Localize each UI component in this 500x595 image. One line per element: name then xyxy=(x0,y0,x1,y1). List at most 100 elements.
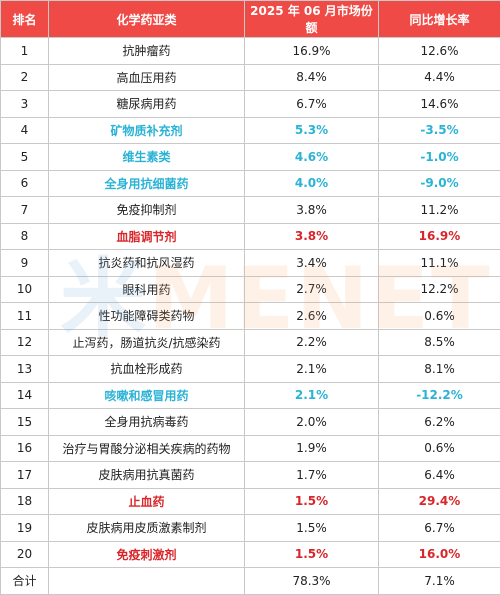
total-share: 78.3% xyxy=(245,568,379,595)
drug-subclass-cell: 糖尿病用药 xyxy=(49,91,245,118)
rank-cell: 17 xyxy=(1,462,49,489)
yoy-growth-cell: 11.2% xyxy=(379,197,500,224)
rank-cell: 15 xyxy=(1,409,49,436)
yoy-growth-cell: -1.0% xyxy=(379,144,500,171)
yoy-growth-cell: 6.2% xyxy=(379,409,500,436)
drug-subclass-cell: 皮肤病用皮质激素制剂 xyxy=(49,515,245,542)
drug-subclass-cell: 维生素类 xyxy=(49,144,245,171)
yoy-growth-cell: -9.0% xyxy=(379,170,500,197)
yoy-growth-cell: 0.6% xyxy=(379,303,500,330)
drug-subclass-cell: 矿物质补充剂 xyxy=(49,117,245,144)
market-share-cell: 2.7% xyxy=(245,276,379,303)
drug-subclass-cell: 性功能障碍类药物 xyxy=(49,303,245,330)
header-market-share: 2025 年 06 月市场份额 xyxy=(245,1,379,38)
rank-cell: 9 xyxy=(1,250,49,277)
rank-cell: 2 xyxy=(1,64,49,91)
market-share-cell: 2.2% xyxy=(245,329,379,356)
yoy-growth-cell: 16.9% xyxy=(379,223,500,250)
market-share-cell: 2.1% xyxy=(245,356,379,383)
rank-cell: 6 xyxy=(1,170,49,197)
rank-cell: 16 xyxy=(1,435,49,462)
market-share-cell: 1.9% xyxy=(245,435,379,462)
rank-cell: 8 xyxy=(1,223,49,250)
market-share-cell: 2.6% xyxy=(245,303,379,330)
market-share-cell: 2.0% xyxy=(245,409,379,436)
drug-subclass-cell: 免疫抑制剂 xyxy=(49,197,245,224)
yoy-growth-cell: 11.1% xyxy=(379,250,500,277)
drug-subclass-cell: 血脂调节剂 xyxy=(49,223,245,250)
drug-subclass-cell: 止血药 xyxy=(49,488,245,515)
yoy-growth-cell: 6.7% xyxy=(379,515,500,542)
yoy-growth-cell: 12.2% xyxy=(379,276,500,303)
market-share-cell: 5.3% xyxy=(245,117,379,144)
drug-subclass-cell: 抗肿瘤药 xyxy=(49,38,245,65)
rank-cell: 3 xyxy=(1,91,49,118)
rank-cell: 13 xyxy=(1,356,49,383)
rank-cell: 4 xyxy=(1,117,49,144)
drug-subclass-cell: 止泻药，肠道抗炎/抗感染药 xyxy=(49,329,245,356)
market-share-cell: 4.0% xyxy=(245,170,379,197)
rank-cell: 20 xyxy=(1,541,49,568)
market-share-cell: 2.1% xyxy=(245,382,379,409)
yoy-growth-cell: 12.6% xyxy=(379,38,500,65)
drug-subclass-cell: 高血压用药 xyxy=(49,64,245,91)
drug-subclass-cell: 全身用抗病毒药 xyxy=(49,409,245,436)
yoy-growth-cell: 14.6% xyxy=(379,91,500,118)
drug-subclass-cell: 治疗与胃酸分泌相关疾病的药物 xyxy=(49,435,245,462)
rank-cell: 11 xyxy=(1,303,49,330)
market-share-cell: 16.9% xyxy=(245,38,379,65)
yoy-growth-cell: -3.5% xyxy=(379,117,500,144)
rank-cell: 19 xyxy=(1,515,49,542)
total-growth: 7.1% xyxy=(379,568,500,595)
market-share-cell: 3.4% xyxy=(245,250,379,277)
total-row: 合计 78.3% 7.1% xyxy=(1,568,500,595)
total-empty-cell xyxy=(49,568,245,595)
drug-subclass-cell: 免疫刺激剂 xyxy=(49,541,245,568)
rank-cell: 10 xyxy=(1,276,49,303)
drug-subclass-cell: 抗血栓形成药 xyxy=(49,356,245,383)
yoy-growth-cell: 6.4% xyxy=(379,462,500,489)
header-yoy-growth: 同比增长率 xyxy=(379,1,500,38)
market-share-cell: 1.5% xyxy=(245,515,379,542)
rank-cell: 12 xyxy=(1,329,49,356)
yoy-growth-cell: 4.4% xyxy=(379,64,500,91)
rank-cell: 5 xyxy=(1,144,49,171)
drug-subclass-cell: 皮肤病用抗真菌药 xyxy=(49,462,245,489)
header-rank: 排名 xyxy=(1,1,49,38)
drug-subclass-cell: 眼科用药 xyxy=(49,276,245,303)
market-share-cell: 8.4% xyxy=(245,64,379,91)
drug-subclass-cell: 咳嗽和感冒用药 xyxy=(49,382,245,409)
market-share-cell: 1.5% xyxy=(245,541,379,568)
total-label: 合计 xyxy=(1,568,49,595)
market-share-cell: 1.5% xyxy=(245,488,379,515)
header-drug-subclass: 化学药亚类 xyxy=(49,1,245,38)
market-share-cell: 1.7% xyxy=(245,462,379,489)
rank-cell: 7 xyxy=(1,197,49,224)
market-share-cell: 3.8% xyxy=(245,223,379,250)
drug-subclass-cell: 抗炎药和抗风湿药 xyxy=(49,250,245,277)
yoy-growth-cell: -12.2% xyxy=(379,382,500,409)
rank-cell: 18 xyxy=(1,488,49,515)
